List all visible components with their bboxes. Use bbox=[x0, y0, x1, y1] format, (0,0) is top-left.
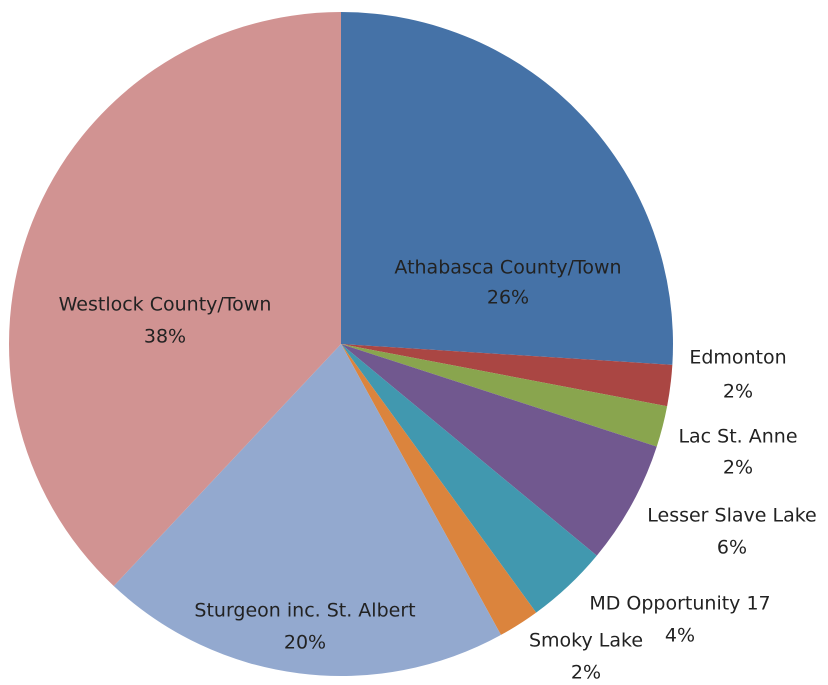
slice-value-label: 26% bbox=[487, 287, 529, 309]
slice-value-label: 38% bbox=[144, 326, 186, 348]
slice-value-label: 2% bbox=[723, 381, 753, 403]
slice-label: Athabasca County/Town bbox=[394, 257, 621, 279]
slice-label: Westlock County/Town bbox=[59, 294, 272, 316]
slice-label: Edmonton bbox=[689, 347, 786, 369]
pie-slice bbox=[341, 344, 537, 635]
slice-label: Sturgeon inc. St. Albert bbox=[194, 600, 415, 622]
pie-slice bbox=[341, 344, 673, 407]
pie-slice bbox=[341, 12, 673, 365]
pie-slice bbox=[341, 344, 597, 613]
pie-slice bbox=[113, 344, 501, 676]
slice-value-label: 2% bbox=[723, 457, 753, 479]
pie-slice bbox=[341, 344, 668, 447]
slice-label: Lac St. Anne bbox=[678, 426, 797, 448]
slice-value-label: 4% bbox=[665, 625, 695, 647]
slice-value-label: 20% bbox=[284, 632, 326, 654]
slice-label: Lesser Slave Lake bbox=[647, 505, 816, 527]
slice-label: MD Opportunity 17 bbox=[589, 593, 770, 615]
slice-value-label: 6% bbox=[717, 537, 747, 559]
pie-slice bbox=[9, 12, 342, 587]
slice-value-label: 2% bbox=[571, 662, 601, 684]
slice-label: Smoky Lake bbox=[529, 630, 643, 652]
pie-slice bbox=[341, 344, 657, 556]
